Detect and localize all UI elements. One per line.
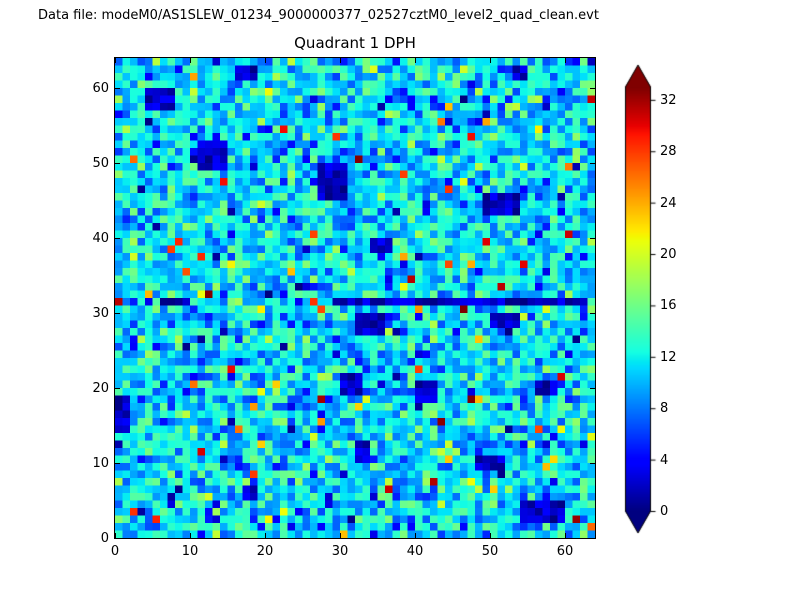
y-tick-right [590, 537, 595, 539]
x-tick [339, 533, 341, 538]
y-tick-right [590, 87, 595, 89]
y-tick-label: 50 [92, 155, 109, 171]
heatmap-canvas [115, 58, 595, 538]
x-tick [489, 533, 491, 538]
colorbar-tick-label: 8 [660, 401, 669, 417]
y-tick [115, 237, 120, 239]
x-tick-label: 50 [481, 544, 499, 559]
x-tick-top [264, 58, 266, 63]
x-tick-label: 60 [556, 544, 574, 559]
x-tick-label: 10 [181, 544, 199, 559]
x-tick-top [189, 58, 191, 63]
x-tick [189, 533, 191, 538]
x-tick [114, 533, 116, 538]
x-tick [564, 533, 566, 538]
y-tick-label: 40 [92, 230, 109, 246]
y-tick-right [590, 237, 595, 239]
x-tick-label: 30 [331, 544, 349, 559]
x-tick-top [114, 58, 116, 63]
y-tick [115, 87, 120, 89]
y-tick-right [590, 162, 595, 164]
colorbar-tick-label: 28 [660, 144, 677, 160]
x-tick [414, 533, 416, 538]
y-tick [115, 537, 120, 539]
y-tick [115, 312, 120, 314]
colorbar-tick-label: 12 [660, 349, 677, 365]
x-tick-top [414, 58, 416, 63]
colorbar-tick-label: 0 [660, 504, 669, 519]
x-tick-label: 40 [406, 544, 424, 559]
colorbar-tick-label: 20 [660, 247, 677, 263]
y-tick-label: 20 [92, 380, 109, 396]
y-tick-label: 30 [92, 305, 109, 321]
colorbar-tick-label: 4 [660, 452, 669, 468]
colorbar [624, 64, 658, 536]
colorbar-tick-label: 24 [660, 195, 677, 211]
x-tick-label: 20 [256, 544, 274, 559]
x-tick-top [339, 58, 341, 63]
datafile-label: Data file: modeM0/AS1SLEW_01234_90000003… [38, 8, 599, 23]
x-tick-label: 0 [110, 544, 120, 559]
y-tick-label: 60 [92, 80, 109, 96]
y-tick-label: 0 [100, 530, 109, 546]
y-tick-label: 10 [92, 455, 109, 471]
y-tick [115, 462, 120, 464]
colorbar-tick-label: 16 [660, 298, 677, 314]
y-tick-right [590, 312, 595, 314]
plot-title: Quadrant 1 DPH [294, 34, 416, 52]
x-tick [264, 533, 266, 538]
x-tick-top [489, 58, 491, 63]
axes-frame [114, 57, 596, 539]
y-tick [115, 387, 120, 389]
x-tick-top [564, 58, 566, 63]
y-tick-right [590, 462, 595, 464]
y-tick [115, 162, 120, 164]
y-tick-right [590, 387, 595, 389]
colorbar-tick-label: 32 [660, 92, 677, 108]
